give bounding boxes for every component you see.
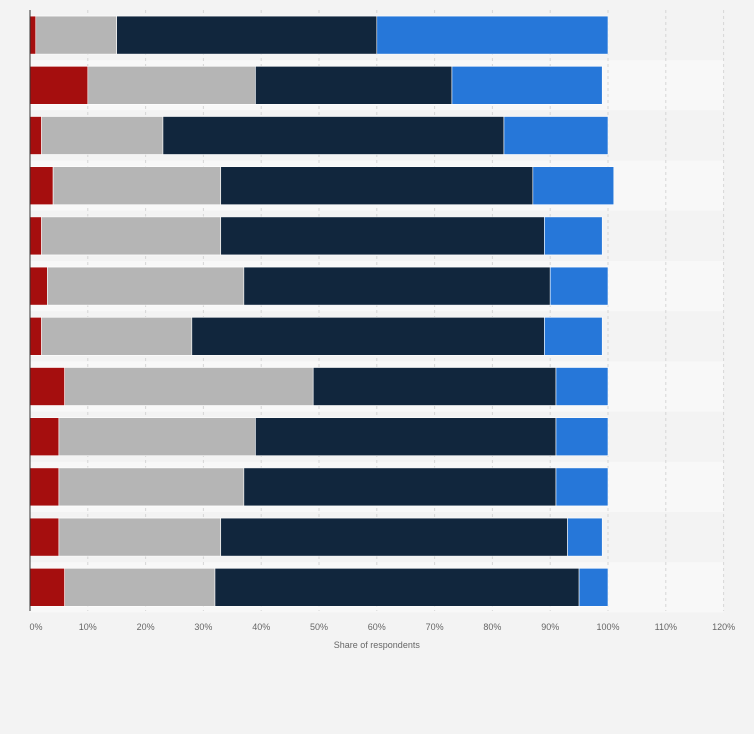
bar-segment-series-2	[47, 266, 245, 306]
bar-segment-series-3	[312, 367, 557, 406]
bar-segment-series-3	[220, 166, 534, 205]
x-tick-label: 50%	[310, 622, 328, 632]
bar-segment-series-2	[64, 567, 216, 607]
x-axis-label: Share of respondents	[334, 640, 421, 650]
bar-segment-series-4	[555, 367, 609, 406]
bar-segment-series-2	[41, 116, 164, 155]
bar-segment-series-3	[243, 467, 557, 507]
bar-segment-series-1	[29, 266, 48, 306]
bar-segment-series-1	[29, 216, 42, 256]
x-tick-label: 30%	[194, 622, 212, 632]
bar-segment-series-2	[64, 367, 314, 406]
x-tick-label: 110%	[655, 622, 677, 632]
bar-segment-series-2	[41, 316, 193, 356]
x-tick-label: 40%	[252, 622, 270, 632]
bar-segment-series-1	[29, 367, 65, 406]
bar-segment-series-1	[29, 517, 60, 557]
bar-segment-series-1	[29, 417, 60, 457]
bar-segment-series-1	[29, 166, 54, 205]
bar-segment-series-4	[578, 567, 609, 607]
bar-segment-series-2	[52, 166, 222, 205]
bar-segment-series-4	[555, 467, 609, 507]
bar-segment-series-1	[29, 116, 42, 155]
bar-segment-series-3	[214, 567, 580, 607]
bar-segment-series-3	[255, 66, 453, 105]
x-tick-label: 20%	[137, 622, 155, 632]
bar-segment-series-2	[58, 517, 222, 557]
bar-segment-series-3	[220, 517, 568, 557]
bar-segment-series-3	[116, 15, 378, 55]
gridlines	[87, 10, 725, 611]
bar-segment-series-1	[29, 66, 89, 105]
bar-segment-series-4	[532, 166, 615, 205]
bar-segment-series-3	[162, 116, 505, 155]
bar-segment-series-1	[29, 467, 60, 507]
x-axis-ticks: 0% 10% 20% 30% 40% 50% 60% 70% 80% 90% 100% 110% 120…	[29, 622, 735, 632]
x-tick-label: 80%	[483, 622, 501, 632]
x-tick-label: 90%	[541, 622, 559, 632]
bar-segment-series-4	[503, 116, 609, 155]
bar-segment-series-2	[35, 15, 117, 55]
bar-segment-series-2	[58, 417, 256, 457]
bar-segment-series-1	[29, 567, 65, 607]
bar-segment-series-3	[220, 216, 545, 256]
bar-segment-series-2	[41, 216, 222, 256]
x-tick-label: 10%	[79, 622, 97, 632]
bar-segment-series-4	[376, 15, 609, 55]
x-tick-label: 60%	[368, 622, 386, 632]
x-tick-label: 120%	[712, 622, 735, 632]
x-tick-label: 0%	[29, 622, 42, 632]
bar-segment-series-3	[191, 316, 545, 356]
bar-segment-series-4	[549, 266, 609, 306]
bar-segment-series-3	[255, 417, 557, 457]
bar-segment-series-3	[243, 266, 551, 306]
x-tick-label: 100%	[596, 622, 619, 632]
bar-segment-series-2	[58, 467, 245, 507]
bar-segment-series-1	[29, 316, 42, 356]
bar-segment-series-4	[567, 517, 603, 557]
bar-segment-series-4	[555, 417, 609, 457]
bars	[29, 15, 615, 607]
bar-segment-series-4	[544, 216, 603, 256]
bar-segment-series-4	[451, 66, 603, 105]
x-tick-label: 70%	[426, 622, 444, 632]
bar-segment-series-2	[87, 66, 256, 105]
bar-segment-series-4	[544, 316, 603, 356]
bar-segment-series-1	[29, 15, 37, 55]
